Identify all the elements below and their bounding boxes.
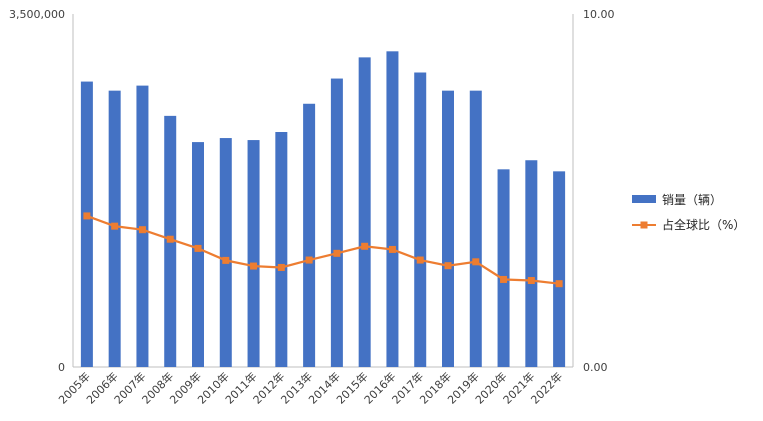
- bar-sales: [497, 169, 510, 367]
- point-share: [222, 256, 230, 264]
- point-share: [388, 245, 396, 253]
- y-right-tick-min: 0.00: [583, 361, 608, 374]
- point-share: [472, 258, 480, 266]
- bar-sales: [80, 81, 93, 368]
- bar-sales: [247, 140, 260, 367]
- point-share: [527, 277, 535, 285]
- bar-sales: [275, 132, 288, 367]
- point-share: [444, 262, 452, 270]
- bar-sales: [358, 57, 371, 368]
- point-share: [166, 235, 174, 243]
- bar-sales: [525, 160, 538, 367]
- legend-marker-share: [640, 221, 648, 229]
- bar-sales: [192, 142, 204, 367]
- line-share: [86, 214, 560, 285]
- point-share: [83, 212, 91, 220]
- point-share: [111, 222, 119, 230]
- point-share: [305, 256, 313, 264]
- bar-sales: [219, 138, 232, 367]
- bar-sales: [330, 78, 343, 367]
- bar-sales: [442, 90, 454, 367]
- y-right-tick-max: 10.00: [583, 8, 615, 21]
- bar-sales: [553, 171, 566, 367]
- x-tick-label: 2022年: [528, 369, 565, 406]
- y-left-tick-max: 3,500,000: [9, 8, 65, 21]
- bar-sales: [386, 51, 399, 368]
- point-share: [250, 262, 258, 270]
- point-share: [138, 226, 146, 234]
- point-share: [277, 263, 285, 271]
- point-share: [194, 244, 202, 252]
- y-left-tick-min: 0: [58, 361, 65, 374]
- point-share: [333, 249, 341, 257]
- legend-label-share: 占全球比（%）: [662, 217, 745, 232]
- legend-label-sales: 销量（辆）: [662, 193, 722, 207]
- point-share: [500, 275, 508, 283]
- point-share: [361, 242, 369, 250]
- bar-sales: [303, 103, 316, 368]
- bar-sales: [414, 72, 427, 368]
- bar-sales: [469, 90, 482, 367]
- legend-swatch-sales: [632, 195, 656, 203]
- point-share: [555, 280, 563, 288]
- point-share: [416, 256, 424, 264]
